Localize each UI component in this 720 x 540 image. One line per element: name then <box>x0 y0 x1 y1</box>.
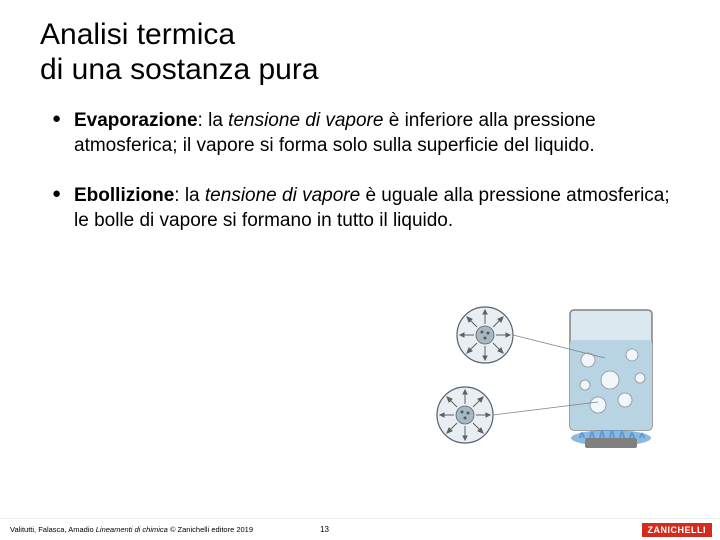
title-line-2: di una sostanza pura <box>40 53 319 86</box>
bullet-item: Evaporazione: la tensione di vapore è in… <box>52 109 680 158</box>
bullet-italic: tensione di vapore <box>205 185 360 206</box>
slide-title: Analisi termica di una sostanza pura <box>40 18 680 87</box>
bullet-list: Evaporazione: la tensione di vapore è in… <box>40 109 680 234</box>
footer-authors: Valitutti, Falasca, Amadio <box>10 525 96 534</box>
bullet-item: Ebollizione: la tensione di vapore è ugu… <box>52 184 680 233</box>
publisher-logo: ZANICHELLI <box>642 523 713 537</box>
page-number: 13 <box>320 525 329 534</box>
footer-publisher: © Zanichelli editore 2019 <box>168 525 253 534</box>
boiling-illustration <box>410 300 660 470</box>
title-line-1: Analisi termica <box>40 18 235 51</box>
bullet-sep: : la <box>174 185 205 206</box>
footer-citation: Valitutti, Falasca, Amadio Lineamenti di… <box>10 525 253 534</box>
bullet-term: Ebollizione <box>74 185 174 206</box>
footer-book: Lineamenti di chimica <box>96 525 168 534</box>
bullet-italic: tensione di vapore <box>228 110 383 131</box>
slide-footer: Valitutti, Falasca, Amadio Lineamenti di… <box>0 518 720 540</box>
bullet-sep: : la <box>198 110 229 131</box>
bullet-term: Evaporazione <box>74 110 198 131</box>
